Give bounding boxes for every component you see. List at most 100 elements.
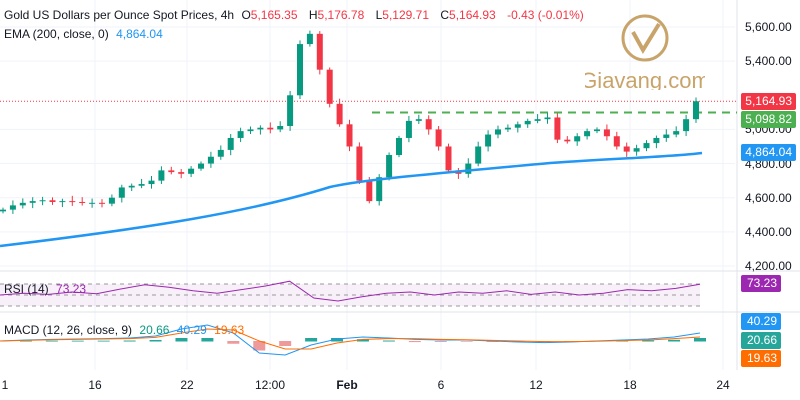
candle-up (633, 148, 640, 152)
level-price-tag: 5,098.82 (741, 111, 796, 128)
macd-histogram-bar (279, 341, 292, 346)
macd-histogram-bar (45, 340, 58, 342)
candle-up (29, 201, 36, 203)
price-tick-label: 4,400.00 (745, 224, 792, 239)
macd-label[interactable]: MACD (12, 26, close, 9) (4, 323, 133, 337)
candle-up (514, 124, 521, 128)
ema-price-tag: 4,864.04 (741, 144, 796, 161)
rsi-tag: 73.23 (741, 275, 781, 292)
candle-up (118, 187, 125, 198)
candle-down (326, 69, 333, 104)
candle-up (643, 143, 650, 149)
macd-signal-value: 19.63 (214, 323, 245, 337)
rsi-value: 73.23 (56, 282, 87, 296)
candle-up (653, 137, 660, 144)
ema-label[interactable]: EMA (200, close, 0) (4, 27, 109, 41)
candle-up (19, 202, 26, 206)
candle-up (217, 149, 224, 157)
candle-up (198, 163, 204, 169)
ema-line (0, 151, 703, 248)
candle-down (554, 117, 561, 140)
candle-up (148, 180, 155, 185)
price-tick-label: 5,400.00 (745, 54, 792, 69)
candle-up (415, 119, 422, 121)
series-legend: Gold US Dollars per Ounce Spot Prices, 4… (4, 8, 588, 22)
candle-down (564, 139, 571, 142)
candle-up (306, 33, 313, 45)
candle-up (485, 134, 492, 147)
candle-down (623, 146, 630, 152)
candle-up (465, 163, 472, 174)
time-tick-label: 24 (716, 378, 730, 392)
candle-up (237, 131, 244, 138)
macd-histogram-bar (305, 338, 318, 342)
macd-histogram-bar (642, 340, 655, 342)
candle-up (128, 185, 135, 188)
candle-up (277, 126, 284, 130)
macd-histogram-bar (201, 338, 214, 342)
hist-tag: 20.66 (741, 332, 781, 349)
candle-down (445, 146, 452, 171)
ema-legend: EMA (200, close, 0) 4,864.04 (4, 27, 167, 41)
macd-histogram-bar (227, 341, 240, 344)
time-tick-label: 22 (180, 378, 194, 392)
ema-value: 4,864.04 (116, 27, 163, 41)
macd-histogram-bar (149, 339, 162, 342)
time-tick-label: Feb (336, 378, 358, 392)
candle-up (376, 177, 383, 202)
candle-up (227, 137, 234, 150)
candle-up (158, 170, 165, 181)
low-label: L (375, 8, 383, 22)
signal-line (0, 328, 701, 350)
low-value: 5,129.71 (382, 8, 429, 22)
macd-hist-value: 20.66 (139, 323, 170, 337)
candle-up (594, 129, 600, 132)
candle-up (524, 120, 531, 125)
macd-histogram-bar (175, 338, 188, 342)
candle-up (673, 131, 680, 135)
candle-up (584, 131, 591, 137)
candle-down (168, 170, 175, 173)
open-label: O (241, 8, 251, 22)
candle-down (425, 119, 432, 130)
candle-up (693, 101, 699, 120)
macd-histogram-bar (97, 340, 110, 342)
rsi-legend: RSI (14) 73.23 (4, 282, 90, 296)
candle-down (336, 103, 343, 125)
rsi-band (0, 284, 700, 306)
candle-up (396, 137, 402, 156)
macd-histogram-bar (382, 340, 395, 342)
candle-down (316, 33, 323, 70)
rsi-line (0, 280, 701, 302)
price-tick-label: 5,600.00 (745, 20, 792, 34)
candle-up (386, 155, 393, 178)
candle-up (188, 168, 195, 174)
candle-down (99, 202, 105, 204)
candle-up (59, 201, 66, 203)
macd-histogram-bar (331, 338, 344, 342)
time-tick-label: 16 (88, 378, 102, 392)
macd-histogram-bar (253, 341, 266, 351)
candle-down (613, 136, 620, 147)
time-tick-label: 6 (437, 378, 445, 392)
candle-down (603, 129, 610, 137)
time-tick-label: 18 (623, 378, 637, 392)
rsi-label[interactable]: RSI (14) (4, 282, 49, 296)
macd-histogram-bar (434, 341, 447, 342)
candle-down (69, 201, 76, 203)
candle-down (49, 200, 56, 202)
macd-histogram-bar (408, 341, 421, 343)
candle-down (178, 172, 185, 174)
symbol-title[interactable]: Gold US Dollars per Ounce Spot Prices, 4… (4, 8, 235, 22)
candle-up (108, 197, 115, 204)
candle-up (495, 129, 501, 135)
candle-down (366, 180, 373, 202)
logo-icon: Giavang.com (580, 14, 710, 93)
candle-up (297, 44, 303, 96)
watermark-text: Giavang.com (585, 68, 705, 90)
macd-histogram-bar (356, 339, 369, 342)
high-label: H (308, 8, 318, 22)
candle-up (504, 127, 511, 130)
candle-up (207, 156, 214, 164)
